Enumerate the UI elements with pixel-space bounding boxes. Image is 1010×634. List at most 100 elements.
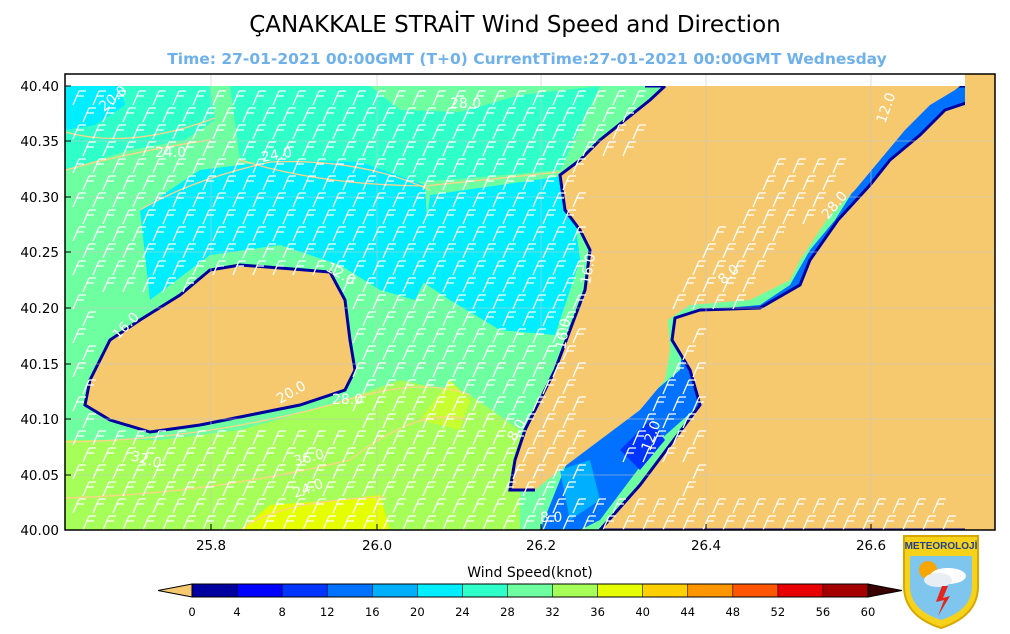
wind-barb — [572, 226, 586, 242]
wind-barb-stroke — [192, 90, 206, 106]
wind-barb — [552, 158, 566, 174]
wind-barb — [462, 379, 476, 395]
wind-barb — [672, 430, 686, 446]
wind-barb-stroke — [442, 209, 456, 225]
wind-barb — [832, 498, 846, 514]
wind-barb-stroke — [122, 515, 136, 530]
wind-barb-stroke — [432, 294, 446, 310]
wind-barb — [222, 481, 236, 497]
wind-barb-stroke — [542, 345, 556, 361]
wind-barb — [172, 124, 186, 140]
wind-barb-stroke — [622, 447, 636, 463]
wind-barb-stroke — [282, 209, 296, 225]
wind-barb — [422, 413, 436, 429]
wind-barb-stroke — [462, 277, 476, 293]
wind-barb-stroke — [452, 396, 466, 412]
wind-barb — [312, 260, 326, 276]
wind-barb-stroke — [532, 498, 546, 514]
wind-barb — [562, 515, 576, 530]
colorbar-segment — [642, 584, 689, 597]
wind-barb — [232, 124, 246, 140]
wind-barb-stroke — [542, 379, 556, 395]
wind-barb — [832, 158, 846, 174]
wind-barb-stroke — [292, 464, 306, 480]
wind-barb — [702, 515, 716, 530]
wind-barb — [422, 141, 436, 157]
contour-label: 32.0 — [129, 448, 163, 472]
longitude-axis: 25.8 26.0 26.2 26.4 26.6 — [196, 524, 886, 554]
wind-barb — [522, 379, 536, 395]
wind-barb-stroke — [452, 294, 466, 310]
lat-tick-label: 40.25 — [20, 245, 59, 261]
wind-barb-stroke — [282, 447, 296, 463]
wind-barb-stroke — [282, 175, 296, 191]
wind-barb-stroke — [222, 209, 236, 225]
wind-barb-stroke — [712, 498, 726, 514]
wind-barb-stroke — [292, 90, 306, 106]
wind-barb — [772, 498, 786, 514]
wind-barb — [362, 107, 376, 123]
wind-barb — [482, 481, 496, 497]
wind-barb-stroke — [772, 498, 786, 514]
wind-barb-stroke — [332, 158, 346, 174]
wind-barb-stroke — [452, 124, 466, 140]
wind-barb — [782, 209, 796, 225]
wind-barb-stroke — [282, 141, 296, 157]
wind-barb — [202, 481, 216, 497]
wind-barb — [252, 430, 266, 446]
wind-barb-stroke — [442, 107, 456, 123]
wind-barb — [372, 498, 386, 514]
wind-barb — [192, 124, 206, 140]
colorbar-tick-label: 0 — [188, 605, 195, 619]
wind-barb — [732, 226, 746, 242]
wind-barb-stroke — [482, 413, 496, 429]
wind-barb — [332, 124, 346, 140]
wind-barb-stroke — [432, 124, 446, 140]
wind-barb-stroke — [112, 260, 126, 276]
wind-barb-stroke — [352, 464, 366, 480]
wind-barb-stroke — [682, 481, 696, 497]
wind-barb — [342, 107, 356, 123]
wind-barb — [272, 90, 286, 106]
wind-barb-stroke — [182, 175, 196, 191]
wind-barb-stroke — [532, 396, 546, 412]
colorbar-low-extension — [157, 583, 193, 598]
colorbar-segment — [237, 584, 283, 597]
wind-barb-stroke — [102, 175, 116, 191]
wind-barb — [752, 498, 766, 514]
wind-barb — [502, 413, 516, 429]
wind-barb — [322, 107, 336, 123]
wind-barb — [402, 311, 416, 327]
wind-barb — [312, 498, 326, 514]
wind-barb-stroke — [112, 158, 126, 174]
wind-barb-stroke — [752, 192, 766, 208]
wind-barb — [292, 124, 306, 140]
wind-barb-stroke — [312, 158, 326, 174]
wind-barb-stroke — [252, 226, 266, 242]
wind-barb — [412, 226, 426, 242]
wind-barb — [182, 481, 196, 497]
wind-barb-stroke — [302, 481, 316, 497]
wind-barb-stroke — [362, 379, 376, 395]
wind-barb — [512, 260, 526, 276]
wind-barb — [462, 141, 476, 157]
wind-barb — [192, 260, 206, 276]
wind-barb-stroke — [422, 107, 436, 123]
wind-barb — [302, 209, 316, 225]
wind-barb — [302, 141, 316, 157]
wind-barb — [712, 260, 726, 276]
wind-barb — [742, 209, 756, 225]
wind-barb-stroke — [552, 328, 566, 344]
wind-barb-stroke — [172, 192, 186, 208]
wind-barb-stroke — [92, 498, 106, 514]
wind-barb — [632, 498, 646, 514]
colorbar-tick-label: 12 — [320, 605, 335, 619]
wind-barb-stroke — [832, 498, 846, 514]
wind-barb-stroke — [752, 260, 766, 276]
wind-barb-stroke — [112, 464, 126, 480]
wind-barb-stroke — [82, 175, 96, 191]
wind-barb-stroke — [382, 107, 396, 123]
wind-barb — [282, 447, 296, 463]
wind-barb — [272, 464, 286, 480]
wind-barb-stroke — [222, 141, 236, 157]
